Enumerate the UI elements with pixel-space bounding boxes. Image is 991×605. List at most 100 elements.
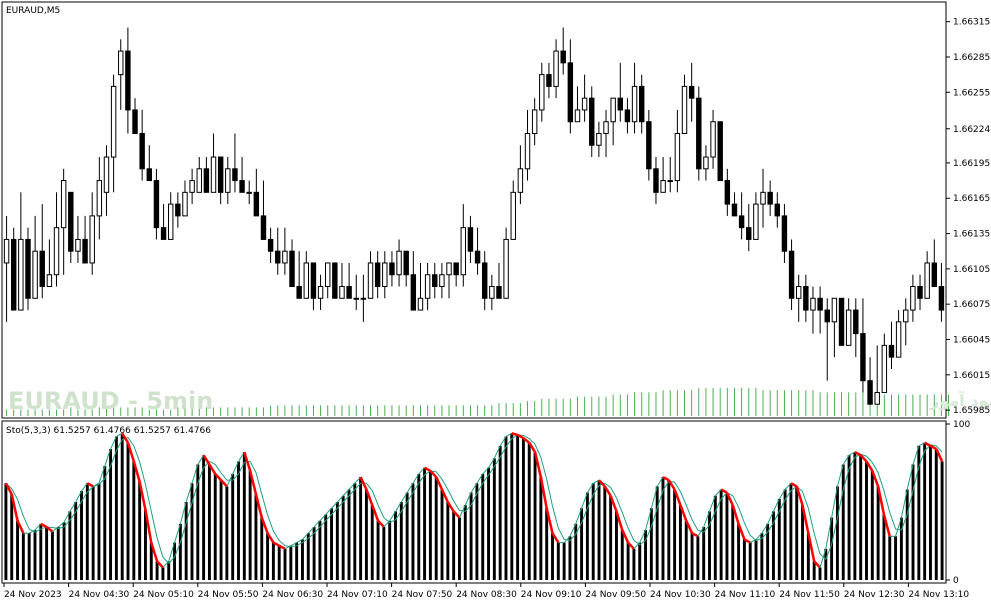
- stochastic-main-segment: [685, 520, 694, 534]
- stochastic-main-segment: [737, 523, 746, 540]
- candle: [746, 204, 752, 252]
- stochastic-main-segment: [313, 520, 321, 528]
- candle-body: [103, 156, 110, 193]
- candle-body: [881, 344, 888, 393]
- stochastic-main-segment: [331, 501, 338, 509]
- candle: [310, 262, 317, 311]
- candle-body: [374, 262, 381, 288]
- candle: [118, 39, 124, 110]
- stochastic-main-segment: [86, 482, 94, 488]
- stochastic-main-segment: [57, 521, 65, 528]
- stochastic-main-segment: [528, 442, 537, 453]
- candle-body: [496, 286, 502, 299]
- candle: [403, 250, 409, 287]
- candle: [53, 192, 60, 287]
- price-tick-label: 1.66165: [953, 194, 990, 204]
- stochastic-main-segment: [645, 508, 652, 531]
- candle-body: [39, 250, 45, 288]
- stochastic-main-segment: [319, 514, 327, 522]
- stochastic-main-segment: [755, 532, 763, 540]
- stochastic-main-segment: [325, 507, 332, 515]
- candle-body: [938, 286, 945, 311]
- candle: [39, 204, 45, 299]
- candle: [517, 145, 524, 205]
- stochastic-main-segment: [813, 560, 821, 569]
- candle-body: [581, 97, 588, 111]
- stochastic-main-segment: [697, 526, 705, 537]
- price-tick-label: 1.66315: [953, 18, 990, 28]
- candle: [917, 274, 923, 311]
- candle-body: [574, 109, 581, 123]
- candle: [446, 262, 452, 299]
- candle: [603, 109, 609, 158]
- candle: [217, 156, 224, 205]
- candle: [910, 274, 916, 322]
- candle: [424, 262, 431, 311]
- stochastic-main-segment: [214, 473, 222, 482]
- time-tick-label: 24 Nov 05:10: [133, 590, 194, 600]
- candle: [239, 157, 245, 193]
- stochastic-main-segment: [359, 476, 368, 491]
- candle-body: [239, 180, 245, 193]
- candle-body: [774, 203, 781, 217]
- candle-body: [467, 227, 474, 252]
- stochastic-main-segment: [69, 501, 77, 512]
- candle: [346, 262, 352, 299]
- stochastic-main-segment: [859, 454, 868, 463]
- candle: [275, 227, 281, 275]
- stochastic-main-segment: [16, 520, 25, 534]
- candle: [817, 286, 823, 334]
- candle-body: [389, 262, 395, 276]
- stochastic-main-segment: [440, 488, 449, 503]
- candle: [282, 227, 288, 275]
- candle: [696, 86, 702, 181]
- candle: [660, 157, 666, 193]
- stochastic-main-segment: [168, 542, 176, 562]
- candle-body: [189, 180, 195, 193]
- candle: [574, 86, 581, 123]
- stochastic-main-segment: [842, 454, 850, 465]
- candle: [717, 121, 723, 182]
- time-tick-label: 24 Nov 13:10: [908, 590, 969, 600]
- candle-body: [32, 250, 38, 299]
- candle: [667, 157, 673, 193]
- candle: [103, 145, 110, 216]
- stochastic-main-segment: [464, 492, 472, 506]
- candle: [760, 168, 766, 228]
- stochastic-main-segment: [400, 492, 408, 503]
- candle-body: [760, 191, 766, 205]
- candle: [353, 274, 359, 311]
- candle-body: [703, 156, 709, 170]
- stochastic-main-segment: [876, 486, 886, 515]
- candle-body: [232, 168, 238, 182]
- candle: [710, 109, 716, 169]
- stochastic-main-segment: [254, 493, 263, 518]
- candle: [182, 180, 188, 217]
- candle-body: [382, 262, 388, 288]
- stochastic-main-segment: [342, 489, 350, 497]
- candle-body: [439, 274, 445, 288]
- candle: [803, 274, 809, 322]
- stochastic-main-segment: [296, 538, 303, 544]
- candle: [374, 251, 381, 299]
- stochastic-main-segment: [621, 529, 630, 544]
- candle: [339, 262, 345, 299]
- indicator-pane[interactable]: Sto(5,3,3) 61.5257 61.4766 61.5257 61.47…: [1, 420, 947, 584]
- candle-body: [824, 309, 830, 323]
- stochastic-main-segment: [709, 495, 716, 512]
- price-tick-label: 1.66135: [953, 230, 990, 240]
- candle: [25, 227, 31, 311]
- stochastic-main-segment: [825, 517, 833, 549]
- candle-body: [688, 85, 695, 99]
- candle-body: [724, 180, 731, 205]
- stochastic-main-segment: [389, 511, 396, 521]
- candle-body: [845, 309, 852, 346]
- main-pane[interactable]: EURAUD - 5min انتشار در سایت سود آموز EU…: [1, 1, 991, 419]
- stochastic-main-segment: [918, 442, 925, 447]
- stochastic-main-segment: [714, 489, 722, 497]
- stochastic-main-segment: [63, 511, 71, 523]
- candle-body: [481, 262, 488, 299]
- stochastic-main-segment: [865, 460, 874, 472]
- stochastic-main-segment: [34, 523, 42, 531]
